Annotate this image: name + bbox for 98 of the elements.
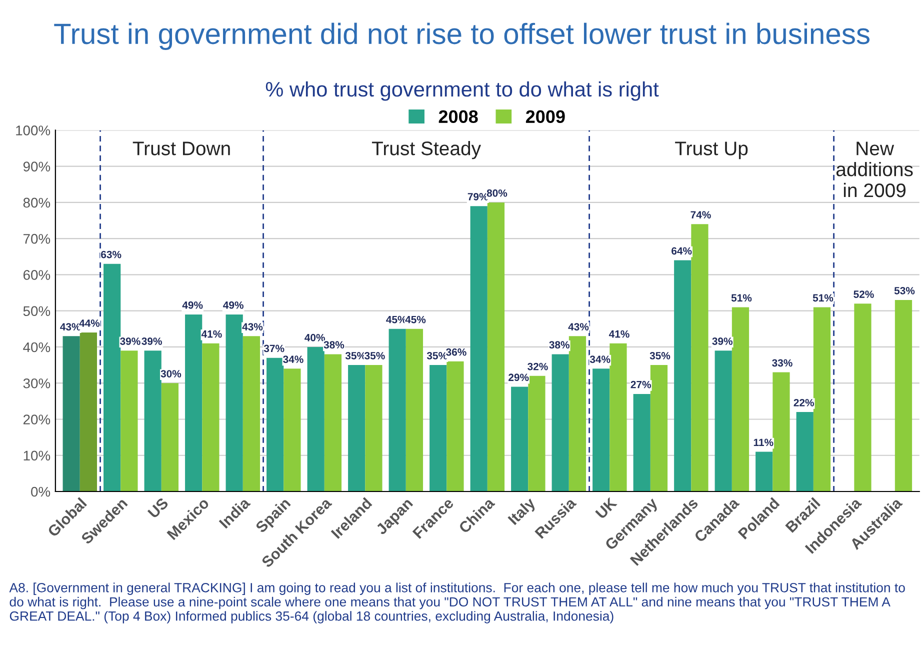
text: 49% [182, 301, 203, 309]
bar [470, 206, 488, 492]
y-tick-label: 90% [23, 162, 50, 172]
bar [487, 202, 505, 492]
bar [388, 328, 406, 492]
text: 64% [672, 247, 692, 255]
annotation: Trust Steady [372, 141, 481, 160]
legend-label: 2009 [526, 110, 565, 124]
y-tick-label: 30% [23, 378, 50, 388]
bar [307, 346, 324, 492]
text: 38% [549, 341, 570, 349]
bar [80, 332, 98, 492]
text: 51% [812, 294, 834, 302]
bar [772, 372, 790, 492]
bar [161, 383, 179, 492]
y-tick-label: 50% [23, 306, 50, 316]
chart-subtitle: % who trust government to do what is right [266, 81, 659, 101]
text: 39% [712, 338, 733, 345]
bar [691, 224, 708, 492]
text: 37% [264, 344, 284, 352]
text: 32% [528, 362, 548, 370]
text: 33% [772, 359, 792, 367]
y-tick-label: 20% [23, 414, 50, 424]
bar [266, 358, 284, 492]
bar [185, 314, 202, 492]
bar [226, 314, 243, 492]
text: 74% [690, 211, 711, 218]
bar [854, 304, 872, 492]
bar [430, 365, 447, 492]
bar [242, 336, 260, 492]
annotation: Trust Up [675, 142, 748, 160]
text: 63% [101, 250, 122, 258]
bar [592, 368, 610, 492]
bar [324, 354, 342, 492]
bar [62, 336, 80, 492]
text: 43% [242, 323, 263, 330]
bar [348, 365, 366, 492]
text: 51% [731, 294, 752, 302]
bar [446, 361, 464, 492]
text: 44% [79, 320, 100, 327]
text: 38% [324, 341, 344, 349]
text: A8. [Government in general TRACKING] I am going to read you a list of institutions. For each one, please tell me how much you TRUST that institution to do what is right. Please use a nine-point scale where one means that you "DO NOT TRUST THEM AT ALL" and nine means that you "TRUST THEM A GREAT DEAL." (Top 4 Box) Informed publics 35-64 (global 18 countries, excluding Australia, Indonesia) [9, 582, 905, 624]
text: 40% [304, 334, 325, 342]
legend-label: 2008 [438, 110, 478, 124]
bar [406, 328, 424, 492]
bar [511, 386, 528, 492]
text: 49% [223, 301, 244, 309]
bar [894, 300, 912, 492]
bar [528, 376, 546, 492]
bar [120, 350, 138, 492]
bar [552, 354, 569, 492]
text: 41% [201, 330, 222, 338]
text: 80% [486, 189, 508, 197]
text: 35% [426, 352, 448, 360]
text: 35% [364, 352, 385, 360]
bar [732, 307, 750, 492]
bar [714, 350, 732, 492]
bar [674, 260, 692, 492]
text: 22% [794, 398, 814, 406]
text: 79% [468, 193, 488, 200]
text: 27% [630, 380, 651, 388]
bar [104, 264, 121, 492]
bar [813, 307, 831, 492]
text: 39% [120, 338, 140, 345]
bar [568, 336, 586, 492]
bar [650, 365, 668, 492]
x-tick-label: US [147, 497, 169, 519]
chart-title: Trust in government did not rise to offset lower trust in business [54, 22, 870, 50]
text: 11% [754, 438, 774, 446]
bar [633, 394, 650, 492]
bar [365, 365, 382, 492]
annotation: Trust Down [132, 142, 230, 156]
text: 29% [508, 374, 529, 382]
text: 45% [405, 316, 426, 324]
text: 34% [590, 356, 610, 364]
annotation: New additions in 2009 [836, 142, 913, 198]
text: 30% [160, 370, 182, 378]
y-tick-label: 10% [24, 450, 50, 461]
y-tick-label: 70% [23, 234, 50, 244]
text: 39% [142, 338, 162, 345]
bar [144, 350, 162, 492]
text: 34% [283, 356, 304, 364]
text: 52% [854, 290, 874, 298]
y-tick-label: 0% [31, 486, 50, 497]
bar [756, 452, 773, 492]
text: 41% [608, 330, 630, 338]
text: 53% [894, 286, 915, 294]
bar [202, 343, 220, 492]
bar [284, 368, 301, 492]
text: 43% [568, 323, 589, 330]
y-tick-label: 60% [23, 270, 50, 280]
text: 36% [446, 348, 466, 356]
y-tick-label: 40% [23, 342, 50, 352]
bar [796, 412, 814, 492]
y-tick-label: 100% [16, 126, 50, 136]
y-tick-label: 80% [23, 198, 50, 208]
bar [610, 343, 627, 492]
text: 35% [650, 352, 670, 360]
